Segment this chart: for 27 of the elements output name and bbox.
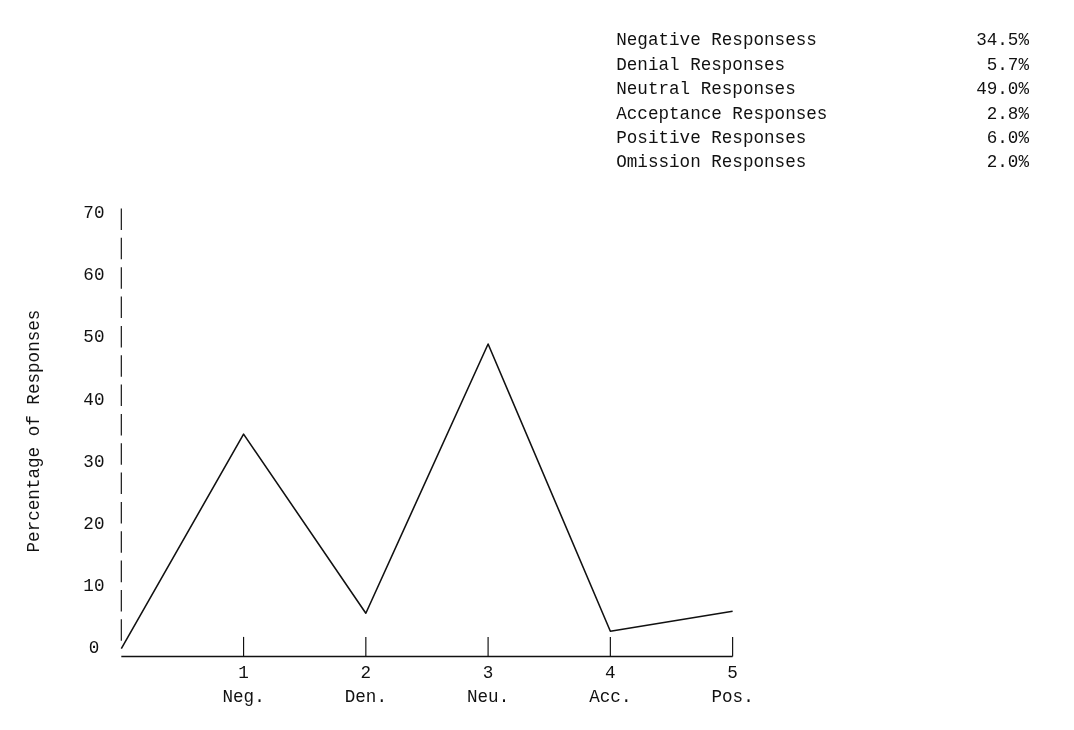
x-tick-label: 3 Neu. bbox=[466, 662, 510, 708]
text: Acceptance Responses bbox=[616, 103, 828, 124]
y-tick-label: 0 bbox=[88, 638, 100, 659]
text: 6.0% bbox=[986, 127, 1030, 148]
y-tick-label: 20 bbox=[83, 513, 105, 534]
text: 2.8% bbox=[986, 103, 1030, 124]
text: Neutral Responses bbox=[616, 79, 796, 100]
text: Positive Responses bbox=[616, 127, 807, 148]
y-axis-title: Percentage of Responses bbox=[24, 309, 45, 553]
x-tick-label: 5 Pos. bbox=[711, 662, 754, 708]
text: 34.5% bbox=[976, 30, 1030, 51]
y-tick-label: 40 bbox=[83, 389, 105, 410]
x-tick-label: 4 Acc. bbox=[589, 662, 632, 708]
y-tick-label: 50 bbox=[83, 327, 105, 348]
text: Omission Responses bbox=[616, 152, 807, 173]
text: 5.7% bbox=[986, 54, 1030, 75]
x-tick-label: 2 Den. bbox=[344, 662, 387, 708]
y-tick-label: 10 bbox=[83, 576, 105, 597]
y-tick-label: 60 bbox=[83, 265, 105, 286]
y-tick-label: 30 bbox=[83, 451, 105, 472]
x-tick-label: 1 Neg. bbox=[222, 662, 265, 708]
text: 49.0% bbox=[976, 79, 1030, 100]
text: 2.0% bbox=[986, 152, 1030, 173]
y-tick-label: 70 bbox=[83, 203, 105, 224]
text: Denial Responses bbox=[616, 54, 786, 75]
line-series bbox=[120, 343, 734, 650]
text: Negative Responsess bbox=[616, 30, 817, 51]
